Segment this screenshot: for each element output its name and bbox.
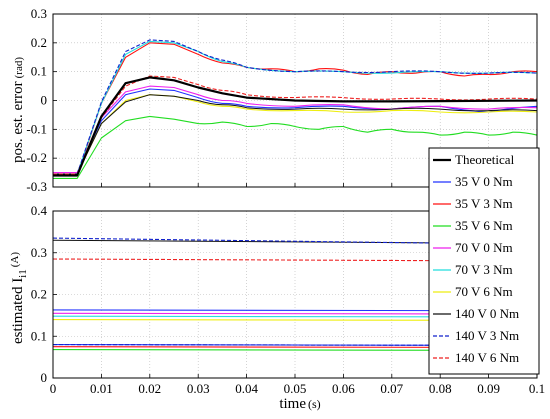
bottom-ylabel: estimated Ii1(A)	[9, 252, 29, 344]
y-tick-label: 0	[41, 93, 48, 108]
x-tick-label: 0.03	[187, 381, 210, 396]
x-tick-label: 0.1	[529, 381, 545, 396]
y-tick-label: 0.4	[31, 203, 48, 218]
x-tick-label: 0.07	[380, 381, 403, 396]
y-tick-label: 0.3	[31, 6, 47, 21]
legend-entry: 70 V 3 Nm	[455, 262, 513, 277]
panel-position-error: -0.3 -0.2 -0.1 0 0.1 0.2 0.3	[26, 6, 538, 194]
x-tick-label: 0	[50, 381, 57, 396]
x-tick-label: 0.02	[138, 381, 161, 396]
y-tick-label: 0.2	[31, 287, 47, 302]
xlabel-unit: (s)	[308, 397, 321, 411]
bottom-ylabel-unit: (A)	[9, 252, 21, 268]
bottom-ylabel-text: estimated I	[10, 278, 26, 344]
series-line-35-v-6-nm	[53, 115, 537, 179]
legend-entry: 140 V 0 Nm	[455, 306, 519, 321]
legend: Theoretical 35 V 0 Nm 35 V 3 Nm 35 V 6 Nm 70…	[428, 147, 540, 375]
series-line-70-v-0-nm	[53, 85, 537, 174]
y-tick-label: 0	[41, 370, 48, 385]
x-tick-label: 0.05	[284, 381, 307, 396]
top-ylabel-text: pos. est. error	[10, 81, 26, 163]
y-tick-label: 0.3	[31, 245, 47, 260]
legend-entry: 140 V 6 Nm	[455, 350, 519, 365]
series-line-theoretical	[53, 76, 537, 177]
y-tick-label: 0.2	[31, 35, 47, 50]
series-line-140-v-6-nm	[53, 75, 537, 175]
xlabel-text: time	[279, 396, 306, 412]
legend-entry: 70 V 6 Nm	[455, 284, 513, 299]
top-ylabel: pos. est. error (rad)	[10, 57, 26, 163]
x-tick-label: 0.01	[90, 381, 113, 396]
x-tick-label: 0.06	[332, 381, 355, 396]
y-tick-label: -0.3	[26, 179, 47, 194]
series-line-140-v-3-nm	[53, 39, 537, 175]
top-ylabel-unit: (rad)	[13, 57, 25, 79]
x-tick-label: 0.09	[477, 381, 500, 396]
series-group	[53, 39, 537, 179]
y-tick-label: -0.2	[26, 150, 47, 165]
x-tick-label: 0.04	[235, 381, 258, 396]
legend-entry: Theoretical	[455, 152, 515, 167]
y-tick-label: 0.1	[31, 64, 47, 79]
x-tick-label: 0.08	[429, 381, 452, 396]
y-tick-label: -0.1	[26, 121, 47, 136]
xlabel: time (s)	[279, 396, 320, 412]
plot-frame	[52, 13, 538, 188]
series-line-140-v-0-nm	[53, 94, 537, 175]
y-tick-label: 0.1	[31, 328, 47, 343]
legend-entry: 35 V 3 Nm	[455, 196, 513, 211]
legend-entry: 35 V 0 Nm	[455, 174, 513, 189]
series-line-70-v-6-nm	[53, 94, 537, 175]
legend-entry: 70 V 0 Nm	[455, 240, 513, 255]
legend-entry: 35 V 6 Nm	[455, 218, 513, 233]
bottom-ylabel-sub: i1	[17, 269, 29, 278]
legend-entry: 140 V 3 Nm	[455, 328, 519, 343]
